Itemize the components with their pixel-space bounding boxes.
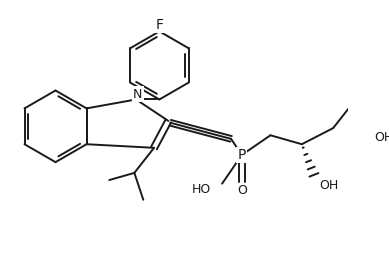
Text: P: P [238, 148, 246, 162]
Text: OH: OH [319, 179, 338, 192]
Text: OH: OH [374, 131, 389, 143]
Text: O: O [237, 184, 247, 197]
Text: HO: HO [192, 182, 211, 196]
Text: N: N [133, 87, 143, 101]
Text: F: F [156, 18, 163, 32]
